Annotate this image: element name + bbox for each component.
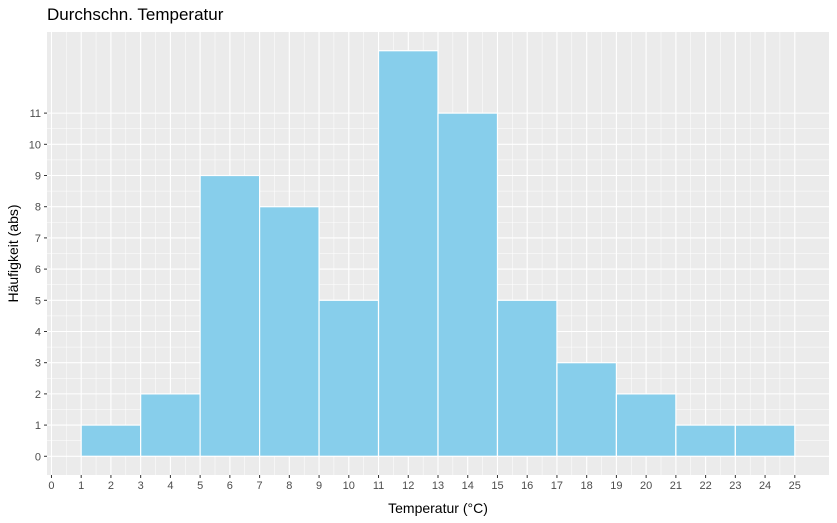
x-tick-label: 1 (78, 480, 84, 492)
y-tick-label: 10 (29, 139, 41, 151)
histogram-bar-21-23 (675, 424, 736, 457)
x-tick-label: 10 (343, 480, 355, 492)
x-tick-label: 7 (257, 480, 263, 492)
y-tick-label: 1 (35, 420, 41, 432)
x-tick-label: 20 (640, 480, 652, 492)
x-tick-label: 24 (759, 480, 771, 492)
histogram-bar-23-25 (734, 424, 796, 457)
x-tick-label: 22 (699, 480, 711, 492)
y-tick-label: 4 (35, 326, 41, 338)
x-tick-label: 2 (108, 480, 114, 492)
histogram-bar-17-19 (556, 362, 618, 457)
y-axis: 0 1 2 3 4 5 6 7 8 9 10 11 (29, 108, 47, 463)
histogram-bar-5-7 (199, 174, 261, 457)
x-tick-label: 9 (316, 480, 322, 492)
histogram-bar-11-13 (377, 50, 439, 457)
x-axis: 0 1 2 3 4 5 6 7 8 9 10 11 12 13 14 15 16 17 18 19 20 21 22 23 24… (48, 475, 801, 492)
y-tick-label: 0 (35, 451, 41, 463)
x-tick-label: 23 (729, 480, 741, 492)
x-tick-label: 0 (48, 480, 54, 492)
y-tick-label: 2 (35, 389, 41, 401)
x-axis-title: Temperatur (°C) (388, 500, 488, 516)
histogram-bar-19-21 (615, 393, 677, 457)
x-tick-label: 17 (551, 480, 563, 492)
x-tick-label: 12 (402, 480, 414, 492)
x-tick-label: 15 (491, 480, 503, 492)
histogram-bar-3-5 (140, 393, 201, 457)
y-tick-label: 11 (30, 108, 41, 120)
histogram-bar-9-11 (318, 299, 380, 457)
x-tick-label: 8 (286, 480, 292, 492)
y-tick-label: 3 (35, 358, 41, 370)
histogram-bar-15-17 (496, 299, 558, 457)
x-tick-label: 25 (789, 480, 801, 492)
chart-title: Durchschn. Temperatur (47, 5, 224, 24)
y-tick-label: 8 (35, 202, 41, 214)
y-axis-title: Häufigkeit (abs) (5, 204, 21, 302)
x-tick-label: 4 (167, 480, 173, 492)
histogram-bar-13-15 (437, 112, 499, 457)
x-tick-label: 14 (462, 480, 474, 492)
y-tick-label: 6 (35, 264, 41, 276)
y-tick-label: 7 (35, 233, 41, 245)
x-tick-label: 3 (138, 480, 144, 492)
x-tick-label: 16 (521, 480, 533, 492)
x-tick-label: 6 (227, 480, 233, 492)
y-tick-label: 5 (35, 295, 41, 307)
histogram-bar-7-9 (258, 206, 320, 457)
histogram-bars (80, 50, 796, 457)
x-tick-label: 11 (373, 480, 384, 492)
histogram-bar-1-3 (80, 424, 142, 457)
x-tick-label: 21 (670, 480, 682, 492)
x-tick-label: 18 (581, 480, 593, 492)
x-tick-label: 19 (610, 480, 622, 492)
y-tick-label: 9 (35, 171, 41, 183)
x-tick-label: 13 (432, 480, 444, 492)
x-tick-label: 5 (197, 480, 203, 492)
